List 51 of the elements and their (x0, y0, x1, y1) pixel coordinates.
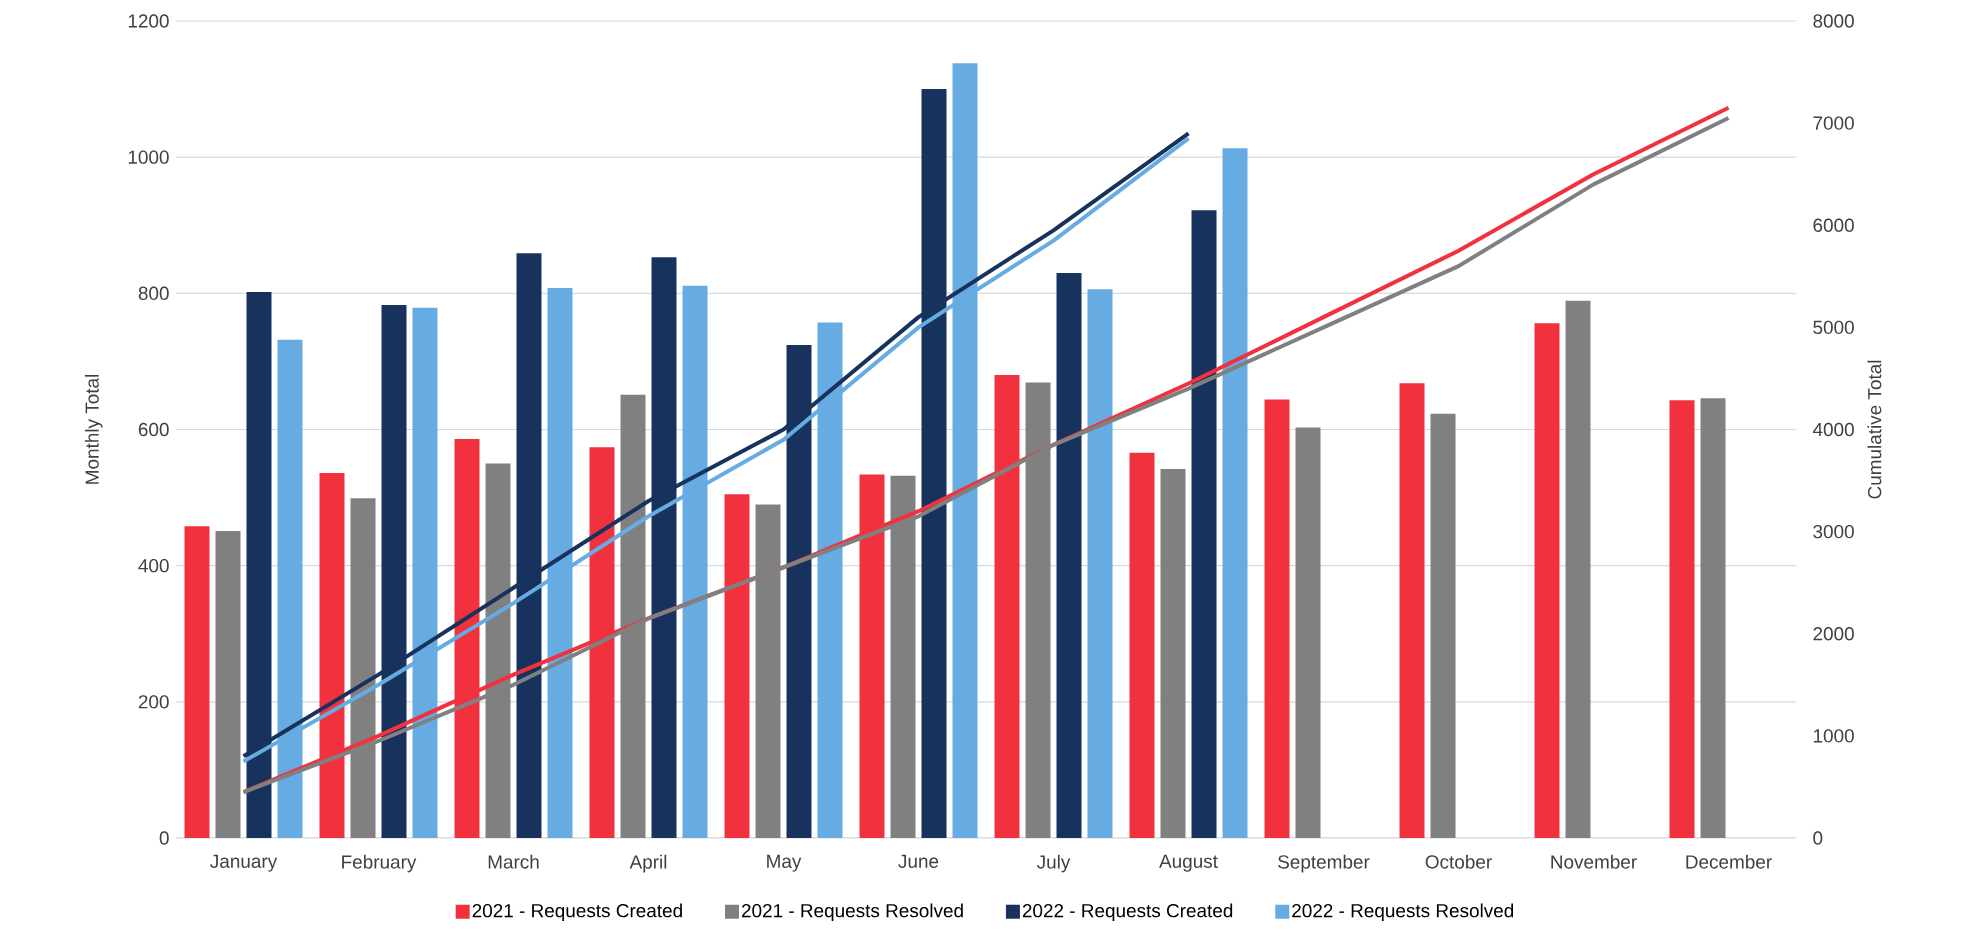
y2-tick-label: 5000 (1813, 320, 1854, 335)
x-tick-label: September (1278, 854, 1370, 873)
x-tick-label: February (342, 854, 417, 873)
y-tick-label: 1200 (128, 14, 169, 28)
x-tick-label: March (488, 854, 539, 869)
bar (1669, 400, 1695, 838)
bar (1087, 289, 1113, 838)
bar (724, 494, 750, 838)
bar (1222, 148, 1248, 838)
y2-tick-label: 6000 (1813, 218, 1854, 232)
y2-tick-label: 8000 (1813, 14, 1854, 28)
bar (1295, 427, 1321, 838)
bar (1399, 383, 1425, 838)
y2-tick-label: 3000 (1813, 524, 1854, 539)
y-tick-label: 800 (138, 286, 169, 301)
x-tick-label: January (210, 854, 278, 872)
y2-tick-label: 0 (1813, 831, 1823, 845)
y-tick-label: 0 (159, 831, 169, 845)
y-tick-label: 200 (138, 695, 169, 709)
bar (1129, 452, 1155, 838)
x-tick-label: June (898, 854, 939, 868)
legend-label: 2021 - Requests Resolved (741, 903, 963, 922)
x-tick-label: April (629, 854, 667, 873)
y2-axis-title: Cumulative Total (1867, 360, 1882, 499)
bar (1565, 300, 1591, 838)
x-tick-label: August (1159, 854, 1218, 872)
y2-tick-label: 2000 (1813, 627, 1854, 641)
x-tick-label: November (1551, 854, 1637, 869)
bar (1264, 399, 1290, 838)
legend-label: 2022 - Requests Created (1022, 903, 1233, 922)
bar (184, 526, 210, 838)
legend-label: 2021 - Requests Created (472, 903, 682, 922)
y2-tick-label: 4000 (1812, 422, 1854, 437)
bar (1700, 398, 1726, 838)
bar (1056, 272, 1082, 838)
legend-label: 2022 - Requests Resolved (1292, 903, 1514, 922)
x-tick-label: December (1686, 854, 1772, 869)
x-tick-label: May (767, 854, 802, 872)
y2-tick-label: 7000 (1813, 116, 1854, 130)
bar (1160, 468, 1186, 838)
bar (1430, 413, 1456, 838)
bar (1534, 323, 1560, 838)
x-tick-label: July (1036, 854, 1071, 873)
y-tick-label: 1000 (128, 150, 169, 164)
y-axis-title: Monthly Total (84, 374, 103, 484)
bar (1191, 210, 1217, 838)
y2-tick-label: 1000 (1813, 729, 1854, 743)
y-tick-label: 600 (138, 422, 169, 437)
bar (215, 530, 241, 838)
y-tick-label: 400 (138, 558, 169, 573)
x-tick-label: October (1425, 854, 1492, 869)
